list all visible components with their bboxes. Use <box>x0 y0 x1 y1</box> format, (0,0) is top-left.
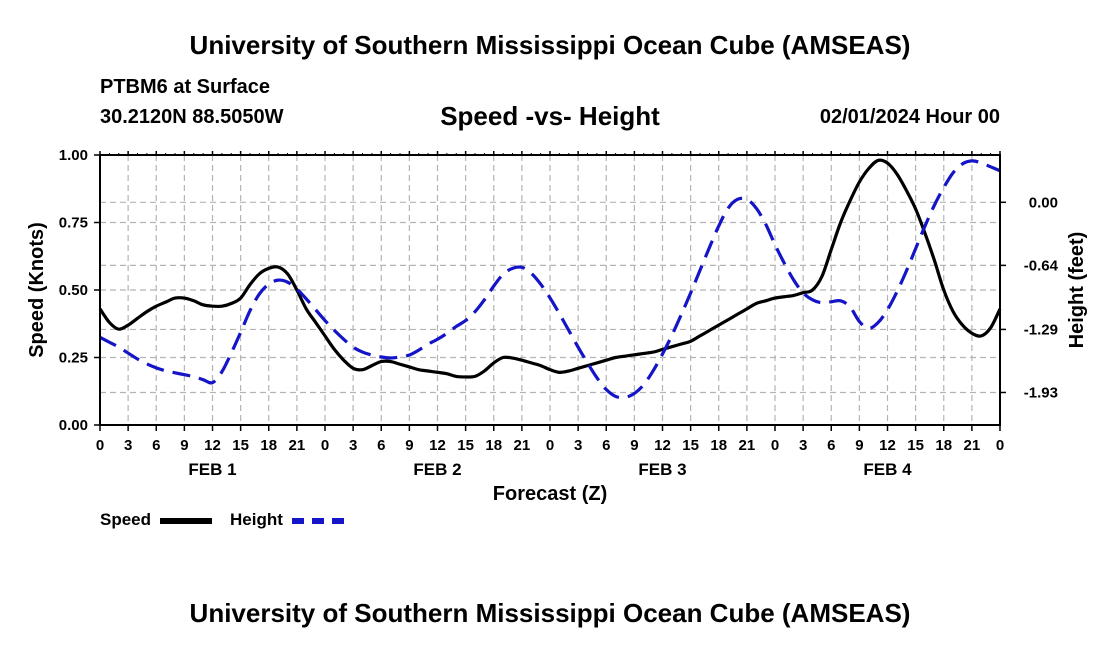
x-tick-label: 18 <box>485 437 502 454</box>
series-line-height <box>99 159 1001 400</box>
x-tick-label: 18 <box>935 437 952 454</box>
page-title-bottom: University of Southern Mississippi Ocean… <box>189 598 911 628</box>
x-tick-label: 0 <box>96 437 104 454</box>
x-tick-label: 21 <box>289 437 306 454</box>
y-tick-label: 1.00 <box>59 147 88 164</box>
y2-tick-label: 0.00 <box>1029 194 1058 211</box>
day-label: FEB 4 <box>863 460 912 479</box>
x-tick-label: 15 <box>232 437 249 454</box>
x-tick-label: 0 <box>996 437 1004 454</box>
chart-series <box>98 158 1002 400</box>
legend-speed-line <box>160 518 212 524</box>
x-tick-label: 15 <box>457 437 474 454</box>
x-tick-label: 3 <box>349 437 357 454</box>
x-tick-label: 3 <box>799 437 807 454</box>
chart-ticks: 0 3 6 9 12 15 18 21 0 3 6 9 12 15 18 21 0 3 6 9 12 15 18 21 0 3 6 9… <box>59 147 1059 479</box>
day-label: FEB 1 <box>188 460 236 479</box>
page-title-top: University of Southern Mississippi Ocean… <box>189 30 911 60</box>
x-axis-label: Forecast (Z) <box>493 483 607 505</box>
series-line-speed <box>98 158 1002 379</box>
x-tick-label: 9 <box>630 437 638 454</box>
x-tick-label: 0 <box>546 437 554 454</box>
chart-title: Speed -vs- Height <box>440 101 660 131</box>
x-tick-label: 12 <box>429 437 446 454</box>
x-tick-label: 9 <box>180 437 188 454</box>
x-tick-label: 18 <box>260 437 277 454</box>
x-tick-label: 21 <box>514 437 531 454</box>
y2-axis-label: Height (feet) <box>1066 232 1088 349</box>
day-label: FEB 3 <box>638 460 686 479</box>
legend-height-line <box>292 518 344 524</box>
x-tick-label: 6 <box>602 437 610 454</box>
y-tick-label: 0.00 <box>59 417 88 434</box>
y2-tick-label: -0.64 <box>1024 257 1059 274</box>
y2-tick-label: -1.93 <box>1024 384 1058 401</box>
y-tick-label: 0.50 <box>59 282 88 299</box>
station-label: PTBM6 at Surface <box>100 76 271 98</box>
x-tick-label: 9 <box>855 437 863 454</box>
y-tick-label: 0.25 <box>59 350 88 367</box>
y-axis-label: Speed (Knots) <box>26 222 48 358</box>
legend-height-label: Height <box>230 510 283 529</box>
y-tick-label: 0.75 <box>59 215 88 232</box>
x-tick-label: 15 <box>682 437 699 454</box>
x-tick-label: 15 <box>907 437 924 454</box>
x-tick-label: 12 <box>879 437 896 454</box>
x-tick-label: 0 <box>771 437 779 454</box>
speed-height-chart: 0 3 6 9 12 15 18 21 0 3 6 9 12 15 18 21 0 3 6 9 12 15 18 21 0 3 6 9… <box>26 147 1088 505</box>
x-tick-label: 6 <box>377 437 385 454</box>
legend-speed-label: Speed <box>100 510 152 529</box>
x-tick-label: 6 <box>827 437 835 454</box>
x-tick-label: 9 <box>405 437 413 454</box>
forecast-datetime: 02/01/2024 Hour 00 <box>819 106 1000 128</box>
x-tick-label: 12 <box>204 437 221 454</box>
x-tick-label: 6 <box>152 437 160 454</box>
chart-grid <box>100 155 1000 425</box>
day-label: FEB 2 <box>413 460 461 479</box>
x-tick-label: 21 <box>964 437 981 454</box>
y2-tick-label: -1.29 <box>1024 321 1058 338</box>
x-tick-label: 12 <box>654 437 671 454</box>
x-tick-label: 21 <box>739 437 756 454</box>
x-tick-label: 18 <box>710 437 727 454</box>
x-tick-label: 0 <box>321 437 329 454</box>
x-tick-label: 3 <box>124 437 132 454</box>
station-coordinates: 30.2120N 88.5050W <box>100 106 284 128</box>
x-tick-label: 3 <box>574 437 582 454</box>
